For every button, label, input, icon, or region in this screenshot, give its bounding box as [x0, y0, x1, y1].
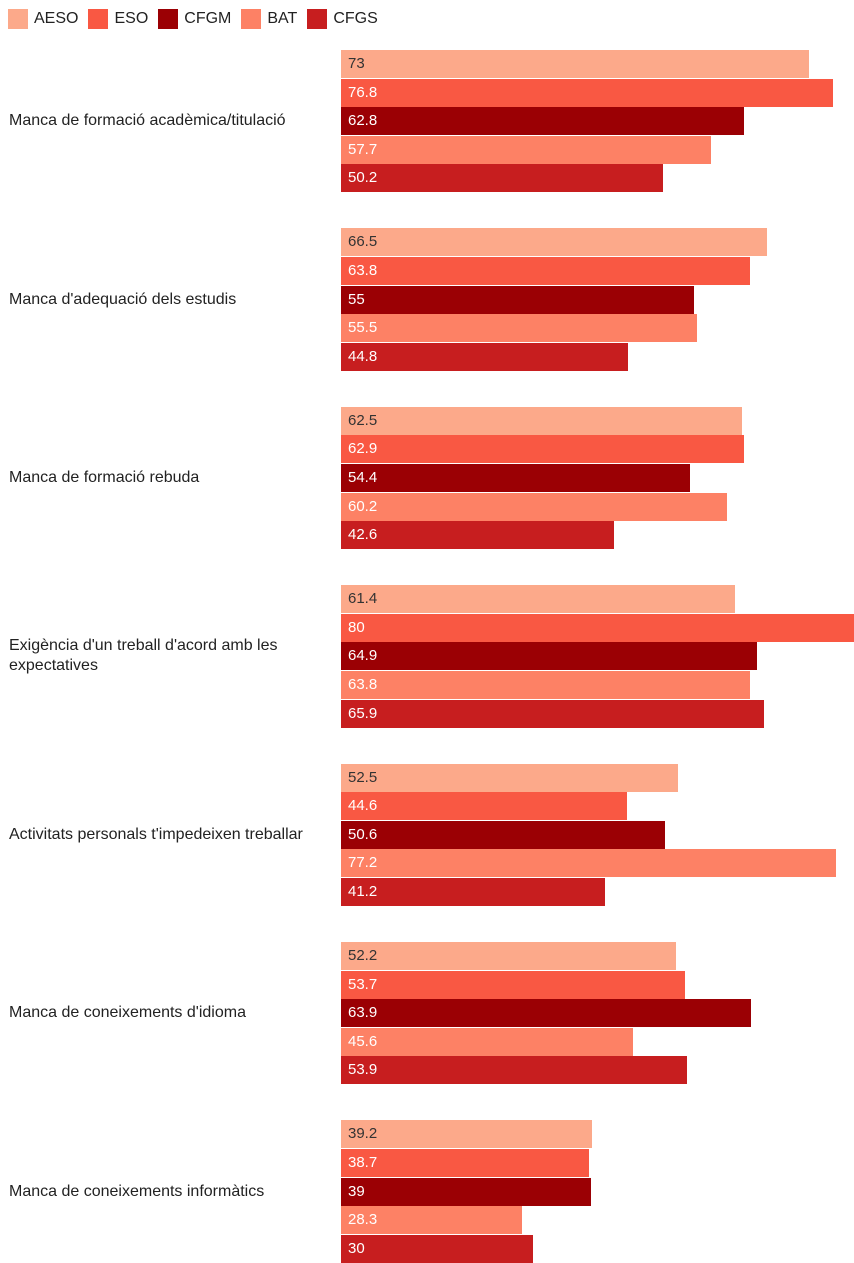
- category-label: Manca d'adequació dels estudis: [9, 290, 237, 308]
- bar-cfgm: 64.9: [341, 642, 758, 671]
- bar-value-label: 76.8: [348, 83, 378, 101]
- bar-value-label: 63.8: [348, 262, 378, 279]
- category-label: Manca de coneixements informàtics: [9, 1182, 265, 1200]
- bar-value-label: 52.5: [348, 768, 378, 786]
- bar-value-label: 57.7: [348, 140, 378, 158]
- bar-value-label: 28.3: [348, 1211, 378, 1229]
- bar-value-label: 63.8: [348, 676, 378, 693]
- legend-label: CFGS: [333, 10, 378, 27]
- bar-value-label: 55.5: [348, 319, 378, 337]
- bar-value-label: 44.6: [348, 797, 378, 815]
- bar-value-label: 80: [348, 618, 365, 636]
- bar-value-label: 66.5: [348, 233, 378, 251]
- bar-bat: 57.7: [341, 135, 711, 164]
- bar-cfgm: 63.9: [341, 999, 751, 1028]
- bar-value-label: 45.6: [348, 1032, 378, 1050]
- legend-swatch: [8, 9, 28, 29]
- bar-value-label: 41.2: [348, 883, 378, 900]
- bar-cfgs: 50.2: [341, 164, 663, 193]
- bar-eso: 80: [341, 613, 854, 642]
- bar-value-label: 44.8: [348, 347, 378, 365]
- bar-value-label: 42.6: [348, 526, 378, 544]
- legend-label: CFGM: [184, 10, 232, 27]
- bar-aeso: 66.5: [341, 228, 768, 257]
- bar-aeso: 52.5: [341, 763, 678, 792]
- bar-aeso: 39.2: [341, 1120, 593, 1149]
- legend-swatch: [158, 9, 179, 29]
- category-label: Activitats personals t'impedeixen trebal…: [9, 825, 303, 843]
- bar-eso: 44.6: [341, 792, 627, 821]
- bar-cfgm: 55: [341, 285, 694, 314]
- bar-bat: 77.2: [341, 849, 837, 878]
- bar-bat: 45.6: [341, 1027, 634, 1056]
- bar-eso: 38.7: [341, 1149, 590, 1177]
- bar-eso: 53.7: [341, 970, 686, 999]
- bar-aeso: 61.4: [341, 585, 735, 614]
- legend-swatch: [241, 9, 262, 29]
- bar-cfgs: 53.9: [341, 1056, 687, 1085]
- legend-swatch: [88, 9, 109, 29]
- bar-cfgm: 50.6: [341, 820, 666, 849]
- category-label: Manca de coneixements d'idioma: [9, 1004, 246, 1022]
- bar-cfgm: 62.8: [341, 107, 744, 136]
- bar-cfgm: 54.4: [341, 464, 690, 492]
- bar-aeso: 52.2: [341, 942, 676, 970]
- bar-value-label: 38.7: [348, 1154, 378, 1171]
- bar-value-label: 39: [348, 1182, 365, 1200]
- bar-cfgs: 44.8: [341, 342, 629, 371]
- bar-value-label: 60.2: [348, 497, 378, 515]
- bar-value-label: 53.9: [348, 1061, 378, 1079]
- bar-value-label: 39.2: [348, 1125, 378, 1143]
- bar-value-label: 54.4: [348, 469, 378, 486]
- bar-bat: 28.3: [341, 1206, 523, 1235]
- bar-value-label: 73: [348, 55, 365, 72]
- bar-value-label: 50.6: [348, 825, 378, 843]
- legend-label: ESO: [114, 10, 149, 27]
- bar-cfgs: 65.9: [341, 699, 764, 728]
- legend-item-eso: ESO: [88, 9, 148, 29]
- bar-value-label: 62.5: [348, 411, 378, 429]
- bar-value-label: 52.2: [348, 947, 378, 964]
- bar-aeso: 73: [341, 50, 810, 78]
- bar-value-label: 64.9: [348, 647, 378, 665]
- legend-item-aeso: AESO: [8, 9, 78, 29]
- bar-value-label: 62.8: [348, 112, 378, 130]
- bar-value-label: 65.9: [348, 704, 378, 722]
- bar-value-label: 53.7: [348, 975, 378, 993]
- bar-aeso: 62.5: [341, 406, 742, 435]
- category-label: Manca de formació acadèmica/titulació: [9, 112, 286, 130]
- bar-cfgs: 30: [341, 1234, 534, 1263]
- bar-eso: 76.8: [341, 78, 834, 107]
- bar-bat: 63.8: [341, 671, 751, 699]
- bar-eso: 63.8: [341, 257, 751, 285]
- bar-cfgs: 42.6: [341, 521, 615, 550]
- legend: AESO ESO CFGM BAT CFGS: [8, 9, 388, 29]
- legend-item-bat: BAT: [241, 9, 297, 29]
- legend-label: AESO: [34, 10, 79, 27]
- bar-value-label: 55: [348, 290, 365, 308]
- category-label: Manca de formació rebuda: [9, 469, 200, 486]
- bar-value-label: 63.9: [348, 1004, 378, 1022]
- legend-item-cfgs: CFGS: [307, 9, 378, 29]
- legend-label: BAT: [267, 10, 298, 27]
- bar-value-label: 77.2: [348, 854, 378, 872]
- bar-value-label: 62.9: [348, 440, 378, 458]
- bar-bat: 55.5: [341, 314, 697, 343]
- bar-cfgm: 39: [341, 1177, 592, 1206]
- category-label: Exigència d'un treball d'acord amb les e…: [9, 637, 278, 675]
- bar-value-label: 50.2: [348, 169, 378, 187]
- bar-bat: 60.2: [341, 492, 728, 521]
- bar-eso: 62.9: [341, 435, 745, 464]
- bar-value-label: 61.4: [348, 590, 378, 608]
- legend-item-cfgm: CFGM: [158, 9, 231, 29]
- legend-swatch: [307, 9, 328, 29]
- bar-value-label: 30: [348, 1239, 365, 1257]
- bar-cfgs: 41.2: [341, 878, 606, 906]
